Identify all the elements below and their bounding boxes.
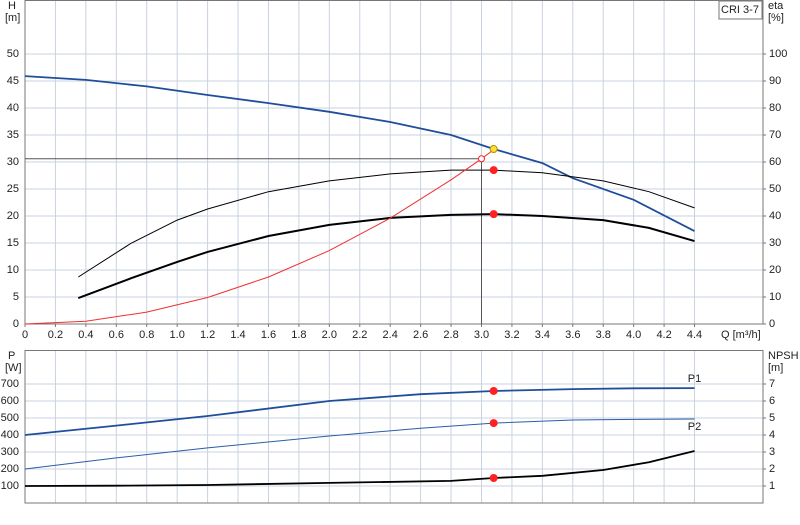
y-axis-label: P [8,350,15,362]
x-tick-label: 4.0 [626,329,641,341]
y-tick-label: 100 [1,480,19,492]
y2-tick-label: 3 [769,446,775,458]
curve [24,387,695,436]
operating-point [489,166,498,175]
x-tick-label: 4.2 [656,329,671,341]
y2-tick-label: 30 [769,237,781,249]
y2-tick-label: 6 [769,395,775,407]
x-tick-label: 3.6 [565,329,580,341]
y2-tick-label: 2 [769,463,775,475]
operating-point [489,419,498,428]
y-tick-label: 20 [7,210,19,222]
curve [24,450,695,487]
y2-tick-label: 7 [769,378,775,390]
y-tick-label: 300 [1,446,19,458]
y2-tick-label: 10 [769,291,781,303]
curve [24,418,695,470]
x-tick-label: 1.8 [291,329,306,341]
y-axis-unit: [m] [5,12,20,24]
y2-axis-label: NPSH [768,350,799,362]
y-axis-unit: [W] [5,362,22,374]
x-tick-label: 2.2 [352,329,367,341]
x-tick-label: 0.4 [78,329,93,341]
y2-tick-label: 4 [769,429,775,441]
x-tick-label: 1.0 [170,329,185,341]
x-tick-label: 2.6 [413,329,428,341]
x-tick-label: 0.6 [109,329,124,341]
y2-tick-label: 5 [769,412,775,424]
x-tick-label: 1.2 [200,329,215,341]
y2-tick-label: 70 [769,129,781,141]
x-tick-label: 3.4 [535,329,550,341]
x-tick-label: 3.8 [596,329,611,341]
y-tick-label: 700 [1,378,19,390]
operating-point [489,145,498,154]
curve [78,169,695,278]
x-tick-label: 0 [22,329,28,341]
x-tick-label: 0.2 [48,329,63,341]
y-tick-label: 25 [7,183,19,195]
y-tick-label: 10 [7,264,19,276]
y-tick-label: 0 [13,318,19,330]
operating-point [489,386,498,395]
x-tick-label: 4.4 [687,329,702,341]
y-tick-label: 50 [7,48,19,60]
x-tick-label: 2.8 [443,329,458,341]
y2-axis-unit: [m] [768,362,783,374]
y2-tick-label: 1 [769,480,775,492]
y-tick-label: 500 [1,412,19,424]
series-label: P2 [688,421,701,433]
curve [24,75,695,232]
y-tick-label: 600 [1,395,19,407]
x-axis-label: Q [m³/h] [721,329,761,341]
x-tick-label: 2.0 [322,329,337,341]
y-axis-label: H [8,0,16,12]
curve [24,149,495,325]
y-tick-label: 15 [7,237,19,249]
operating-point [489,210,498,219]
y2-axis-unit: [%] [768,12,784,24]
y2-tick-label: 20 [769,264,781,276]
x-tick-label: 3.2 [504,329,519,341]
y-tick-label: 30 [7,156,19,168]
y-tick-label: 5 [13,291,19,303]
x-tick-label: 2.4 [383,329,398,341]
y-tick-label: 40 [7,102,19,114]
y2-tick-label: 90 [769,75,781,87]
y2-tick-label: 60 [769,156,781,168]
y-tick-label: 200 [1,463,19,475]
operating-point [489,474,498,483]
y-tick-label: 45 [7,75,19,87]
y2-tick-label: 100 [769,48,787,60]
y2-tick-label: 80 [769,102,781,114]
curve [77,213,695,300]
label-box-text: CRI 3-7 [721,4,759,16]
y-tick-label: 35 [7,129,19,141]
y-tick-label: 400 [1,429,19,441]
y2-tick-label: 50 [769,183,781,195]
operating-point [477,155,485,163]
label-box [718,0,763,20]
y2-tick-label: 0 [769,318,775,330]
x-tick-label: 3.0 [474,329,489,341]
y2-axis-label: eta [768,0,784,12]
y2-tick-label: 40 [769,210,781,222]
x-tick-label: 1.4 [230,329,245,341]
x-tick-label: 0.8 [139,329,154,341]
x-tick-label: 1.6 [261,329,276,341]
plot-frame [24,350,764,504]
series-label: P1 [688,373,701,385]
